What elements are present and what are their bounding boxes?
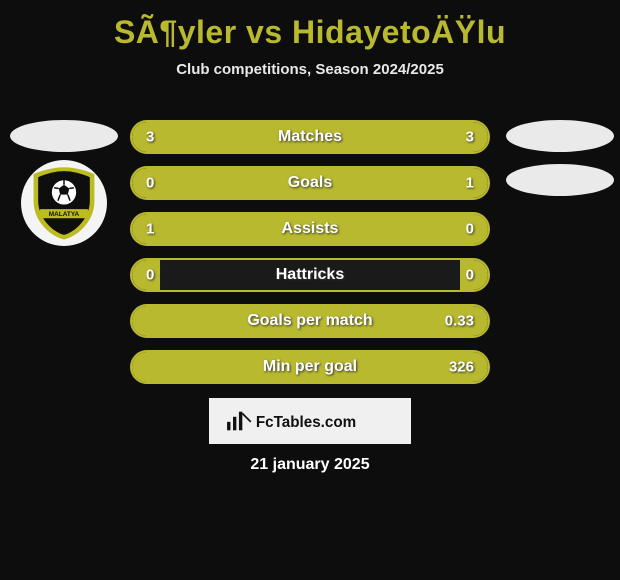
- stat-row-goals: 0 Goals 1: [130, 166, 490, 200]
- stat-fill-left: [132, 122, 310, 152]
- stat-row-hattricks: 0 Hattricks 0: [130, 258, 490, 292]
- player-placeholder-oval: [10, 120, 118, 152]
- stat-fill-right: [460, 260, 488, 290]
- page-title: SÃ¶yler vs HidayetoÄŸlu: [0, 0, 620, 51]
- left-column: MALATYA: [6, 120, 122, 246]
- stat-row-min-per-goal: Min per goal 326: [130, 350, 490, 384]
- malatya-crest-icon: MALATYA: [26, 165, 102, 241]
- team-crest-left: MALATYA: [21, 160, 107, 246]
- stat-fill-right: [132, 352, 488, 382]
- right-column: [490, 120, 614, 208]
- team-placeholder-oval: [506, 164, 614, 196]
- stat-label: Hattricks: [132, 266, 488, 284]
- brand-text: FcTables.com: [256, 414, 356, 431]
- stats-container: 3 Matches 3 0 Goals 1 1 Assists 0 0 Hatt…: [130, 120, 490, 396]
- stat-fill-left: [132, 214, 488, 244]
- stat-fill-right: [310, 122, 488, 152]
- stat-row-goals-per-match: Goals per match 0.33: [130, 304, 490, 338]
- footer-date: 21 january 2025: [0, 456, 620, 474]
- page-subtitle: Club competitions, Season 2024/2025: [0, 61, 620, 78]
- crest-label: MALATYA: [49, 211, 80, 218]
- stat-fill-right: [196, 168, 488, 198]
- stat-row-assists: 1 Assists 0: [130, 212, 490, 246]
- stat-fill-right: [132, 306, 488, 336]
- stat-row-matches: 3 Matches 3: [130, 120, 490, 154]
- brand-badge[interactable]: FcTables.com: [209, 398, 411, 444]
- stat-fill-left: [132, 168, 196, 198]
- player-placeholder-oval: [506, 120, 614, 152]
- stat-fill-left: [132, 260, 160, 290]
- fctables-logo-icon: FcTables.com: [220, 410, 400, 432]
